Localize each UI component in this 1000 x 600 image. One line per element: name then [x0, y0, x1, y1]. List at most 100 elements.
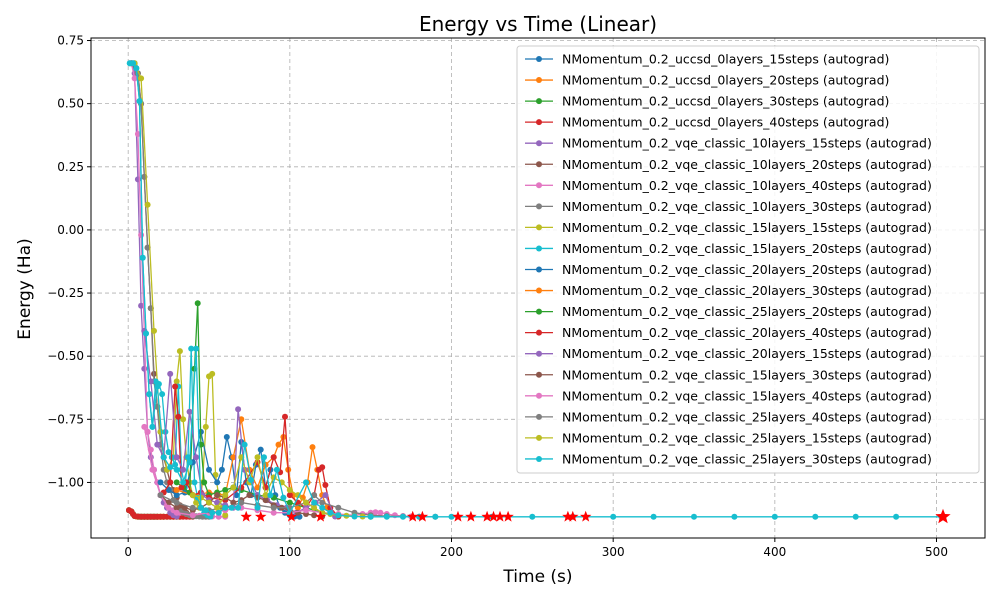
final-energy-star: [452, 510, 464, 522]
x-tick-label: 100: [278, 545, 301, 559]
data-point: [136, 98, 143, 105]
data-point: [812, 513, 819, 520]
data-point: [173, 454, 180, 461]
data-point: [400, 513, 406, 520]
data-point: [173, 479, 180, 486]
data-point: [214, 499, 221, 506]
legend-entry: NMomentum_0.2_vqe_classic_20layers_40ste…: [525, 325, 932, 340]
data-point: [138, 232, 145, 238]
data-point: [165, 499, 172, 506]
data-point: [144, 201, 151, 208]
data-point: [175, 413, 182, 420]
data-point: [143, 330, 149, 337]
legend-entry: NMomentum_0.2_vqe_classic_10layers_20ste…: [525, 157, 932, 172]
legend-entry: NMomentum_0.2_uccsd_0layers_20steps (aut…: [525, 73, 889, 88]
data-point: [319, 499, 326, 506]
legend-label: NMomentum_0.2_uccsd_0layers_30steps (aut…: [562, 94, 889, 109]
data-point: [335, 512, 342, 519]
data-point: [311, 504, 318, 511]
legend-entry: NMomentum_0.2_uccsd_0layers_30steps (aut…: [525, 94, 889, 109]
legend-entry: NMomentum_0.2_vqe_classic_25layers_40ste…: [525, 409, 932, 424]
data-point: [173, 492, 180, 499]
y-tick-label: 0.25: [57, 160, 84, 174]
legend-marker: [536, 203, 542, 210]
legend-marker: [536, 182, 542, 189]
data-point: [254, 504, 261, 511]
data-point: [146, 391, 153, 398]
data-point: [149, 466, 156, 473]
data-point: [173, 487, 180, 493]
y-tick-label: 0.75: [57, 34, 84, 48]
data-point: [188, 345, 195, 352]
data-point: [157, 479, 164, 486]
data-point: [138, 75, 145, 82]
data-point: [319, 464, 326, 471]
legend-marker: [536, 266, 542, 273]
legend-marker: [536, 350, 542, 357]
data-point: [254, 484, 261, 491]
data-point: [176, 348, 183, 355]
legend-entry: NMomentum_0.2_vqe_classic_25layers_30ste…: [525, 451, 932, 466]
data-point: [139, 254, 146, 261]
legend-entry: NMomentum_0.2_vqe_classic_20layers_15ste…: [525, 346, 932, 361]
final-energy-star: [407, 510, 419, 522]
data-point: [197, 504, 204, 511]
data-point: [201, 479, 208, 486]
data-point: [257, 446, 264, 453]
data-point: [529, 513, 536, 520]
final-energy-star: [502, 510, 514, 522]
data-point: [322, 482, 329, 488]
y-tick-label: −0.25: [47, 286, 84, 300]
y-tick-label: −0.50: [47, 349, 84, 363]
data-point: [222, 492, 229, 499]
legend-box: [516, 45, 980, 474]
data-point: [193, 345, 200, 352]
data-point: [138, 302, 145, 309]
legend-entry: NMomentum_0.2_uccsd_0layers_15steps (aut…: [525, 52, 889, 67]
data-point: [172, 383, 179, 390]
legend-entry: NMomentum_0.2_vqe_classic_20layers_20ste…: [525, 262, 932, 277]
x-axis-label: Time (s): [502, 567, 572, 587]
legend-entry: NMomentum_0.2_vqe_classic_10layers_40ste…: [525, 178, 932, 193]
data-point: [262, 497, 269, 504]
data-point: [731, 513, 738, 520]
final-energy-markers: [240, 508, 951, 524]
data-point: [173, 378, 180, 385]
legend-marker: [536, 245, 542, 252]
legend-entry: NMomentum_0.2_vqe_classic_25layers_20ste…: [525, 304, 932, 319]
legend-label: NMomentum_0.2_vqe_classic_25layers_20ste…: [562, 304, 932, 319]
data-point: [691, 513, 697, 520]
legend-marker: [536, 455, 542, 462]
legend-label: NMomentum_0.2_uccsd_0layers_20steps (aut…: [562, 73, 889, 88]
legend-entry: NMomentum_0.2_vqe_classic_15layers_20ste…: [525, 241, 932, 256]
final-energy-star: [562, 510, 574, 522]
data-point: [223, 434, 230, 440]
legend-label: NMomentum_0.2_vqe_classic_15layers_15ste…: [562, 220, 932, 235]
data-point: [189, 492, 196, 499]
data-point: [270, 504, 277, 511]
data-point: [241, 441, 248, 448]
data-point: [238, 484, 245, 491]
data-point: [209, 370, 216, 377]
data-point: [267, 492, 274, 499]
data-point: [157, 492, 164, 499]
legend-marker: [536, 329, 542, 336]
data-point: [377, 509, 384, 516]
final-energy-star: [416, 510, 429, 522]
final-energy-star: [494, 510, 506, 522]
data-point: [214, 504, 221, 511]
data-point: [367, 513, 374, 520]
data-point: [141, 365, 148, 372]
legend-marker: [536, 140, 542, 147]
data-point: [194, 300, 201, 307]
x-tick-label: 0: [124, 545, 132, 559]
data-point: [228, 504, 235, 511]
data-point: [165, 449, 172, 456]
legend: NMomentum_0.2_uccsd_0layers_15steps (aut…: [516, 45, 980, 474]
data-point: [154, 383, 161, 390]
data-point: [893, 513, 900, 520]
data-point: [322, 492, 329, 499]
data-point: [209, 509, 216, 516]
legend-label: NMomentum_0.2_vqe_classic_10layers_30ste…: [562, 199, 932, 214]
